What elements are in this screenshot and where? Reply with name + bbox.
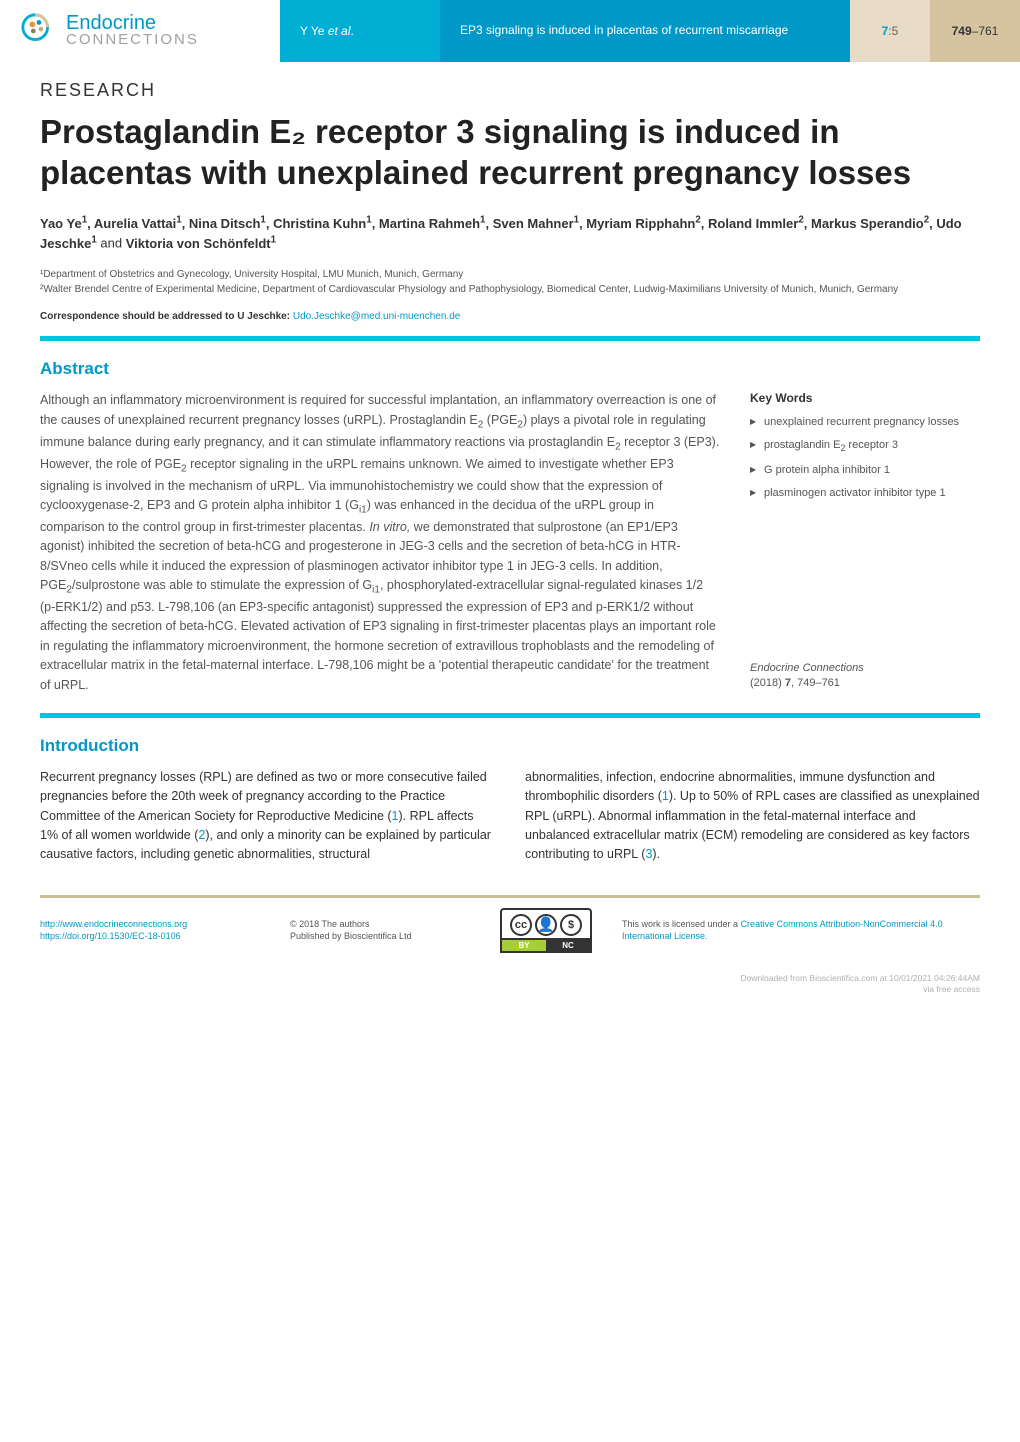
- keyword-item: plasminogen activator inhibitor type 1: [750, 486, 980, 501]
- by-icon: 👤: [535, 914, 557, 936]
- nc-icon: $: [560, 914, 582, 936]
- header-volume: 7: [882, 24, 889, 38]
- correspondence-email[interactable]: Udo.Jeschke@med.uni-muenchen.de: [293, 311, 460, 322]
- footer-left: http://www.endocrineconnections.org http…: [40, 918, 260, 943]
- intro-col-1: Recurrent pregnancy losses (RPL) are def…: [40, 768, 495, 865]
- citation-journal: Endocrine Connections: [750, 662, 864, 674]
- footer-right: This work is licensed under a Creative C…: [622, 918, 980, 943]
- article-type-label: RESEARCH: [0, 62, 1020, 111]
- author-list: Yao Ye1, Aurelia Vattai1, Nina Ditsch1, …: [0, 214, 1020, 268]
- intro-col-2: abnormalities, infection, endocrine abno…: [525, 768, 980, 865]
- abstract-text: Although an inflammatory microenvironmen…: [40, 391, 720, 695]
- header-issue-num: :5: [888, 24, 898, 38]
- article-title: Prostaglandin E₂ receptor 3 signaling is…: [0, 111, 1020, 214]
- header-page-range: –761: [972, 24, 999, 38]
- footer-url[interactable]: http://www.endocrineconnections.org: [40, 919, 187, 929]
- endocrine-logo-icon: [20, 12, 58, 50]
- footer-copyright: © 2018 The authors: [290, 919, 370, 929]
- introduction-heading: Introduction: [0, 718, 1020, 768]
- keywords-heading: Key Words: [750, 391, 980, 405]
- footer: http://www.endocrineconnections.org http…: [0, 898, 1020, 973]
- introduction-body: Recurrent pregnancy losses (RPL) are def…: [0, 768, 1020, 895]
- affiliation-1: ¹Department of Obstetrics and Gynecology…: [40, 267, 980, 282]
- cc-icon: cc: [510, 914, 532, 936]
- watermark-line2: via free access: [923, 984, 980, 994]
- citation-details: (2018) 7, 749–761: [750, 677, 840, 689]
- logo-text-bottom: CONNECTIONS: [66, 33, 199, 47]
- header-author: Y Ye et al.: [280, 0, 440, 62]
- footer-license-text: This work is licensed under a: [622, 919, 741, 929]
- keyword-item: prostaglandin E2 receptor 3: [750, 438, 980, 455]
- header-issue: 7:5: [850, 0, 930, 62]
- keyword-item: unexplained recurrent pregnancy losses: [750, 415, 980, 430]
- affiliation-2: ²Walter Brendel Centre of Experimental M…: [40, 282, 980, 297]
- header-page-start: 749: [952, 24, 972, 38]
- cc-by-label: BY: [502, 940, 546, 951]
- affiliations: ¹Department of Obstetrics and Gynecology…: [0, 267, 1020, 311]
- watermark-line1: Downloaded from Bioscientifica.com at 10…: [740, 973, 980, 983]
- footer-mid: © 2018 The authors Published by Bioscien…: [290, 918, 470, 943]
- watermark: Downloaded from Bioscientifica.com at 10…: [740, 973, 980, 995]
- footer-doi[interactable]: https://doi.org/10.1530/EC-18-0106: [40, 931, 181, 941]
- abstract-heading: Abstract: [0, 341, 1020, 391]
- header-row: Endocrine CONNECTIONS Y Ye et al. EP3 si…: [0, 0, 1020, 62]
- footer-published: Published by Bioscientifica Ltd: [290, 931, 412, 941]
- cc-logo: cc 👤 $ BY NC: [500, 908, 592, 953]
- header-running-title: EP3 signaling is induced in placentas of…: [440, 0, 850, 62]
- correspondence-label: Correspondence should be addressed to U …: [40, 311, 293, 322]
- citation-box: Endocrine Connections (2018) 7, 749–761: [750, 661, 980, 692]
- keyword-item: G protein alpha inhibitor 1: [750, 463, 980, 478]
- correspondence: Correspondence should be addressed to U …: [0, 311, 1020, 336]
- keywords-list: unexplained recurrent pregnancy losses p…: [750, 415, 980, 501]
- cc-nc-label: NC: [546, 940, 590, 951]
- header-pages: 749–761: [930, 0, 1020, 62]
- journal-logo: Endocrine CONNECTIONS: [0, 0, 280, 62]
